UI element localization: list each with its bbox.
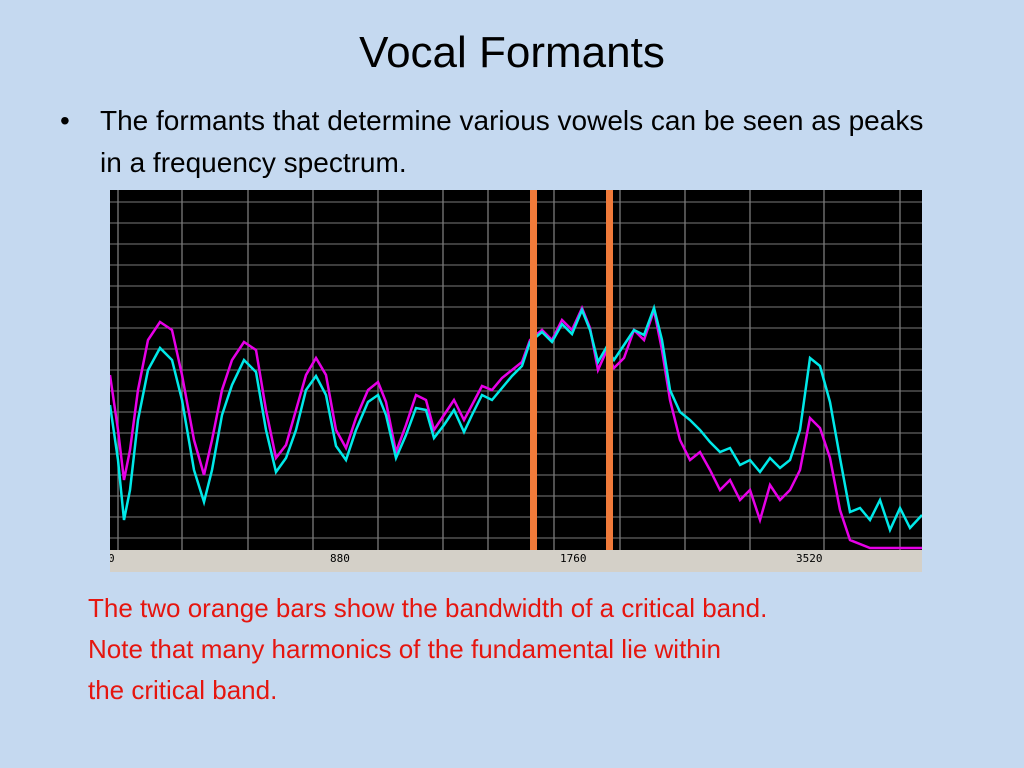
spectrum-grid — [110, 190, 922, 550]
bullet-item: • The formants that determine various vo… — [60, 100, 940, 184]
frequency-spectrum-image: 0 880 1760 3520 — [110, 190, 922, 572]
critical-band-lower-bar — [530, 190, 537, 554]
tick-label-880: 880 — [330, 552, 350, 565]
caption-line-2: Note that many harmonics of the fundamen… — [88, 634, 722, 664]
caption-line-1: The two orange bars show the bandwidth o… — [88, 593, 768, 623]
bullet-text: The formants that determine various vowe… — [100, 105, 924, 178]
tick-label-1760: 1760 — [560, 552, 587, 565]
bullet-icon: • — [60, 105, 70, 136]
magenta-spectrum-trace — [110, 304, 922, 550]
tick-label-0: 0 — [110, 552, 115, 565]
slide-title: Vocal Formants — [359, 28, 665, 77]
caption: The two orange bars show the bandwidth o… — [88, 588, 928, 711]
critical-band-upper-bar — [606, 190, 613, 554]
spectrum-svg: 0 880 1760 3520 — [110, 190, 922, 572]
caption-line-3: the critical band. — [88, 675, 278, 705]
frequency-axis-strip — [110, 550, 922, 572]
cyan-spectrum-trace — [110, 303, 922, 534]
tick-label-3520: 3520 — [796, 552, 823, 565]
